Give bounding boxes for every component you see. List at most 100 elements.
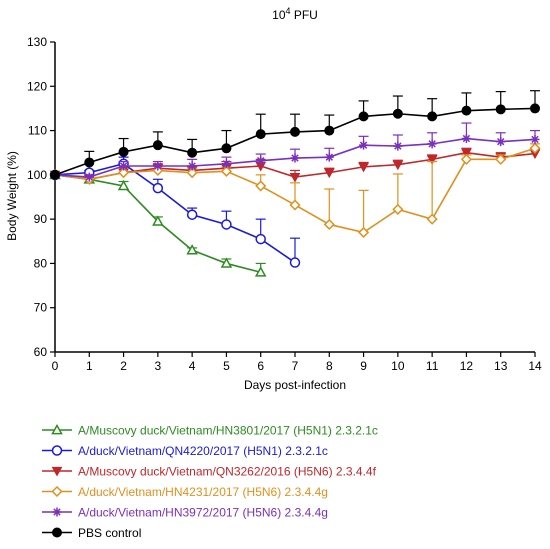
data-point xyxy=(186,244,198,255)
data-point xyxy=(256,156,266,166)
x-tick-label: 0 xyxy=(52,359,59,373)
data-point xyxy=(323,168,335,179)
legend-entry-5: A/duck/Vietnam/HN3972/2017 (H5N6) 2.3.4.… xyxy=(42,506,328,520)
data-point xyxy=(461,105,472,116)
data-point xyxy=(152,140,163,151)
data-point xyxy=(290,153,300,163)
series-5 xyxy=(50,122,540,182)
legend-label: A/Muscovy duck/Vietnam/QN3262/2016 (H5N6… xyxy=(78,465,377,479)
data-point xyxy=(221,159,231,169)
data-point xyxy=(221,143,232,154)
data-point xyxy=(392,160,404,171)
y-tick-label: 130 xyxy=(27,35,47,49)
data-point xyxy=(186,167,198,179)
chart-title-base: 10 xyxy=(272,8,286,22)
data-point xyxy=(392,108,403,119)
data-point xyxy=(426,155,438,165)
legend-entry-3: A/Muscovy duck/Vietnam/QN3262/2016 (H5N6… xyxy=(42,465,377,479)
x-tick-label: 1 xyxy=(86,359,93,373)
legend: A/Muscovy duck/Vietnam/HN3801/2017 (H5N1… xyxy=(42,423,378,540)
legend-swatch-marker xyxy=(52,507,62,517)
y-tick-label: 100 xyxy=(27,168,47,182)
data-point xyxy=(426,213,438,225)
data-point xyxy=(358,111,369,122)
x-tick-label: 5 xyxy=(223,359,230,373)
data-point xyxy=(255,129,266,140)
data-point xyxy=(324,152,334,162)
data-point xyxy=(50,169,60,180)
legend-label: PBS control xyxy=(78,526,141,540)
x-tick-label: 10 xyxy=(391,359,405,373)
data-point xyxy=(255,180,267,192)
data-point xyxy=(530,103,540,114)
data-point xyxy=(119,161,129,171)
series-2 xyxy=(49,156,301,268)
data-point xyxy=(118,146,129,157)
chart-title-exponent: 4 xyxy=(286,6,291,16)
data-point xyxy=(152,215,164,226)
data-point xyxy=(460,153,472,165)
legend-swatch-marker xyxy=(51,423,63,435)
data-point xyxy=(324,125,335,136)
data-point xyxy=(187,147,198,158)
data-point xyxy=(290,126,300,137)
y-tick-label: 90 xyxy=(34,212,48,226)
legend-swatch-marker xyxy=(51,466,63,477)
x-tick-label: 13 xyxy=(494,359,508,373)
data-point xyxy=(392,203,404,215)
y-axis-title: Body Weight (%) xyxy=(5,151,19,241)
data-point xyxy=(254,266,267,277)
data-point xyxy=(461,148,472,159)
data-point xyxy=(221,219,232,230)
data-point xyxy=(117,179,130,191)
y-tick-label: 60 xyxy=(34,345,48,359)
x-tick-label: 4 xyxy=(189,359,196,373)
data-point xyxy=(289,257,301,268)
x-tick-label: 3 xyxy=(155,359,162,373)
series-line xyxy=(54,162,296,264)
data-point xyxy=(323,218,335,231)
x-tick-label: 9 xyxy=(360,359,367,373)
data-point xyxy=(358,226,370,238)
data-point xyxy=(152,182,164,194)
data-point xyxy=(529,142,541,154)
x-tick-label: 14 xyxy=(528,359,542,373)
data-point xyxy=(461,134,471,144)
legend-entry-6: PBS control xyxy=(42,526,141,540)
data-point xyxy=(84,172,94,182)
data-point xyxy=(427,139,437,149)
x-tick-label: 8 xyxy=(326,359,333,373)
data-point xyxy=(289,172,301,183)
legend-swatch-marker xyxy=(51,485,63,498)
data-point xyxy=(84,157,95,168)
legend-label: A/duck/Vietnam/QN4220/2017 (H5N1) 2.3.2.… xyxy=(78,444,328,458)
data-point xyxy=(186,209,198,220)
series-6 xyxy=(50,90,540,180)
y-tick-label: 110 xyxy=(28,124,47,138)
data-point xyxy=(220,165,232,177)
data-point xyxy=(118,167,130,179)
data-point xyxy=(393,141,403,151)
x-tick-label: 12 xyxy=(460,359,474,373)
y-tick-label: 70 xyxy=(34,301,48,315)
legend-entry-2: A/duck/Vietnam/QN4220/2017 (H5N1) 2.3.2.… xyxy=(42,444,328,458)
data-point xyxy=(359,140,369,150)
legend-swatch-marker xyxy=(51,445,63,456)
data-point xyxy=(427,111,438,122)
legend-entry-4: A/duck/Vietnam/HN4231/2017 (H5N6) 2.3.4.… xyxy=(42,485,328,499)
legend-label: A/duck/Vietnam/HN3972/2017 (H5N6) 2.3.4.… xyxy=(78,506,328,520)
x-tick-label: 7 xyxy=(292,359,299,373)
x-tick-label: 11 xyxy=(426,359,439,373)
chart-title: 104 PFU xyxy=(272,6,318,22)
y-tick-label: 80 xyxy=(34,256,48,270)
legend-label: A/Muscovy duck/Vietnam/HN3801/2017 (H5N1… xyxy=(78,424,378,438)
data-point xyxy=(496,137,506,147)
data-point xyxy=(187,161,197,171)
plot-area xyxy=(49,90,541,277)
data-point xyxy=(153,161,163,171)
data-point xyxy=(530,134,540,144)
x-tick-label: 6 xyxy=(257,359,264,373)
